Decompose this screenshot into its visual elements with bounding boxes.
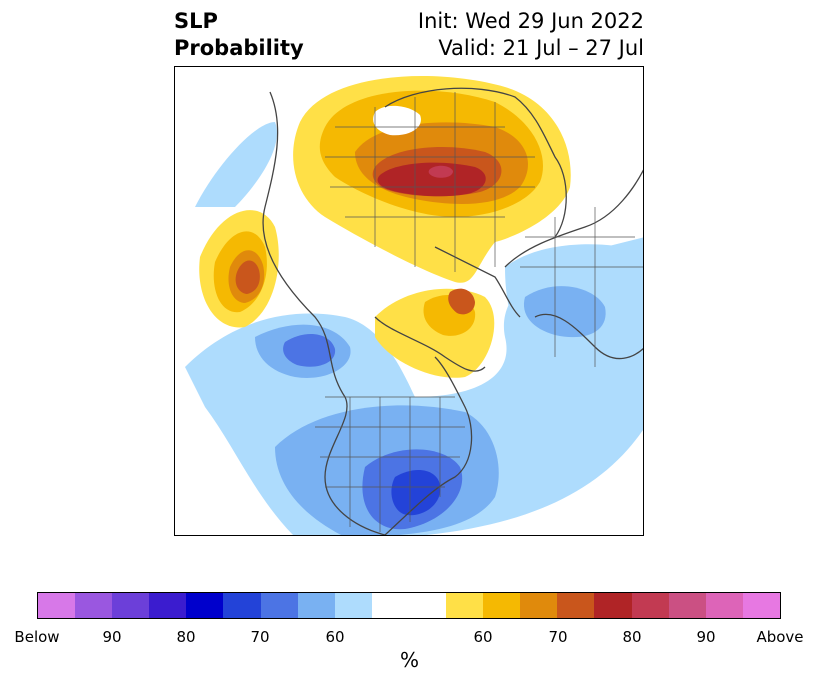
probability-map [185, 76, 643, 535]
tick-above-90: 90 [696, 628, 716, 646]
borders [315, 92, 643, 532]
colorbar-swatch [186, 593, 224, 618]
colorbar-swatch [446, 593, 484, 618]
tick-above: Above [756, 628, 804, 646]
title-variable: SLP [174, 9, 218, 33]
init-date: Init: Wed 29 Jun 2022 [417, 9, 644, 33]
map-panel [174, 66, 644, 536]
colorbar-swatch [75, 593, 113, 618]
colorbar-swatch [631, 593, 669, 618]
colorbar [37, 592, 781, 619]
colorbar-swatch [594, 593, 632, 618]
tick-below-90: 90 [102, 628, 122, 646]
colorbar-swatch [371, 593, 409, 618]
title-field: Probability [174, 36, 304, 60]
tick-above-70: 70 [548, 628, 568, 646]
colorbar-swatch [260, 593, 298, 618]
below-region-core-west [283, 333, 336, 367]
colorbar-unit: % [399, 648, 419, 672]
below-region-alaska [195, 122, 277, 207]
colorbar-swatch [297, 593, 335, 618]
tick-above-80: 80 [622, 628, 642, 646]
tick-below: Below [14, 628, 60, 646]
colorbar-swatch [408, 593, 447, 618]
map-dates: Init: Wed 29 Jun 2022 Valid: 21 Jul – 27… [418, 8, 644, 62]
colorbar-swatch [149, 593, 187, 618]
below-region-asia-patch [523, 286, 606, 338]
neutral-region-polar [373, 105, 421, 136]
colorbar-swatch [334, 593, 372, 618]
colorbar-swatch [520, 593, 558, 618]
colorbar-swatch [668, 593, 706, 618]
colorbar-swatch [223, 593, 261, 618]
colorbar-swatch [742, 593, 780, 618]
below-region-center-east [391, 470, 441, 516]
tick-below-80: 80 [176, 628, 196, 646]
above-region-arctic-85 [428, 165, 453, 178]
colorbar-ticks: Below 90 80 70 60 60 70 80 90 Above [0, 628, 819, 648]
valid-range: Valid: 21 Jul – 27 Jul [438, 36, 644, 60]
colorbar-swatch [112, 593, 150, 618]
above-region-pacific-75 [235, 260, 260, 294]
above-region-greenland-75 [448, 288, 475, 315]
colorbar-swatch [557, 593, 595, 618]
colorbar-swatch [705, 593, 743, 618]
tick-below-70: 70 [250, 628, 270, 646]
colorbar-swatch [38, 593, 76, 618]
colorbar-swatch [483, 593, 521, 618]
coastlines [262, 87, 643, 535]
tick-above-60: 60 [473, 628, 493, 646]
tick-below-60: 60 [325, 628, 345, 646]
map-title: SLP Probability [174, 8, 304, 62]
above-region-arctic-80 [377, 162, 486, 197]
